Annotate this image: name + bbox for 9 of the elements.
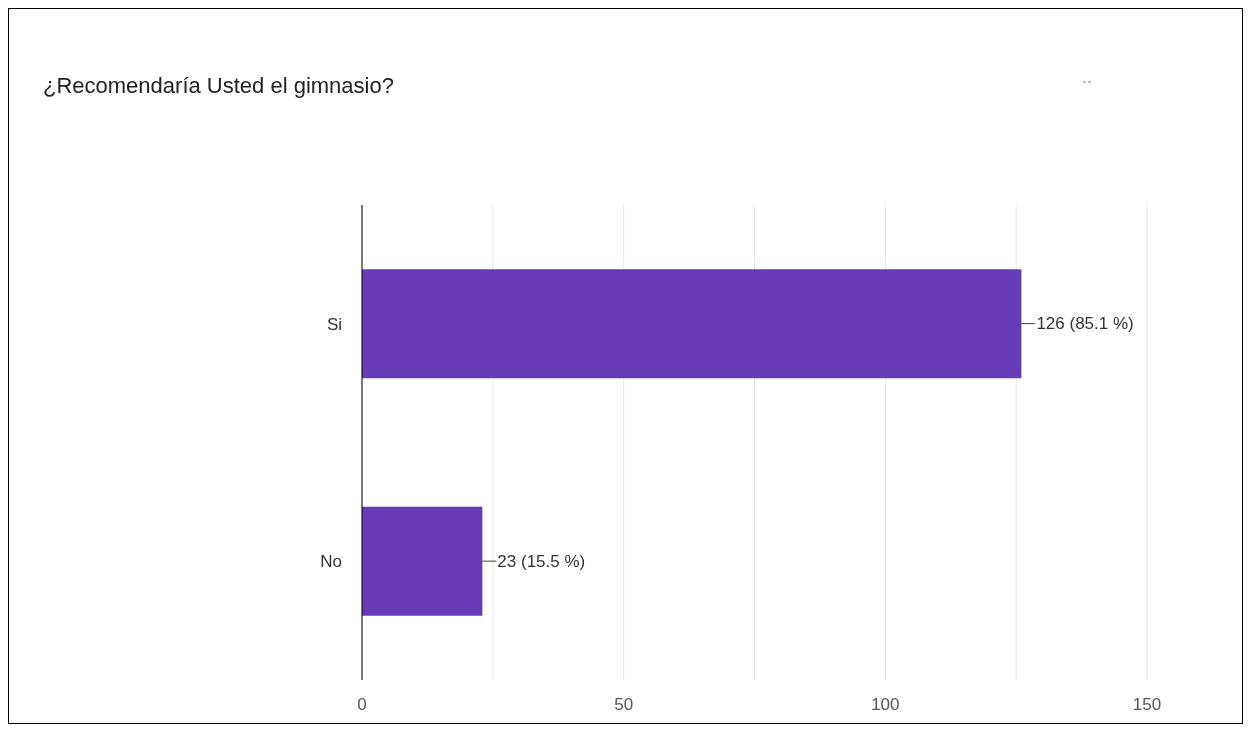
data-label: 126 (85.1 %) [1036, 314, 1134, 334]
x-tick-label: 100 [871, 695, 900, 715]
x-tick-label: 150 [1132, 695, 1162, 715]
chart-title: ¿Recomendaría Usted el gimnasio? [43, 73, 394, 99]
y-tick-label: No [320, 552, 342, 572]
y-tick-label: Si [326, 314, 342, 334]
data-label: 23 (15.5 %) [497, 551, 586, 571]
x-tick-label: 0 [357, 695, 367, 715]
x-tick-label: 50 [614, 695, 634, 715]
